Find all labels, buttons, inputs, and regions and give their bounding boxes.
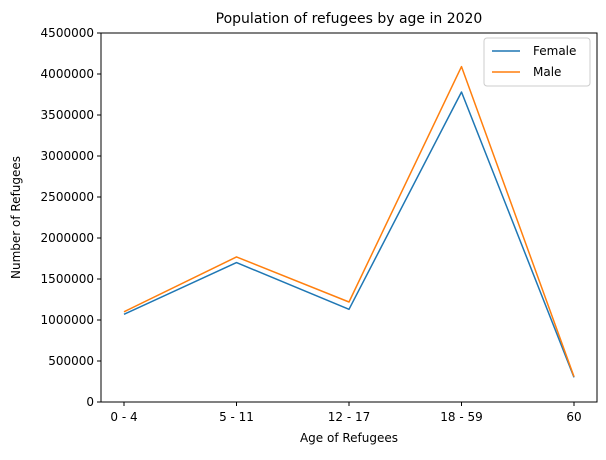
- series-line-female: [123, 91, 575, 378]
- y-tick-label: 2000000: [41, 231, 94, 245]
- y-tick-label: 3500000: [41, 108, 94, 122]
- y-axis-label: Number of Refugees: [9, 156, 23, 279]
- series-line-male: [123, 65, 575, 377]
- legend: Female Male: [483, 37, 591, 87]
- y-tick-label: 3000000: [41, 149, 94, 163]
- y-tick-label: 2500000: [41, 190, 94, 204]
- plot-area: [100, 32, 598, 403]
- chart-title: Population of refugees by age in 2020: [216, 11, 483, 27]
- legend-label-female: Female: [533, 44, 576, 58]
- x-tick-label: 5 - 11: [219, 410, 254, 424]
- legend-box: [483, 37, 591, 87]
- y-tick-label: 500000: [48, 354, 94, 368]
- x-tick-label: 18 - 59: [440, 410, 483, 424]
- legend-label-male: Male: [533, 65, 561, 79]
- y-tick-label: 1000000: [41, 313, 94, 327]
- y-axis: 0 500000 1000000 1500000 2000000 2500000 30000…: [41, 26, 101, 409]
- x-axis: 0 - 4 5 - 11 12 - 17 18 - 59 60: [110, 402, 582, 424]
- y-tick-label: 1500000: [41, 272, 94, 286]
- y-tick-label: 4500000: [41, 26, 94, 40]
- x-tick-label: 12 - 17: [328, 410, 371, 424]
- x-tick-label: 60: [566, 410, 581, 424]
- y-tick-label: 0: [86, 395, 94, 409]
- x-tick-label: 0 - 4: [110, 410, 137, 424]
- y-tick-label: 4000000: [41, 67, 94, 81]
- x-axis-label: Age of Refugees: [300, 431, 398, 445]
- series-lines: [123, 65, 575, 378]
